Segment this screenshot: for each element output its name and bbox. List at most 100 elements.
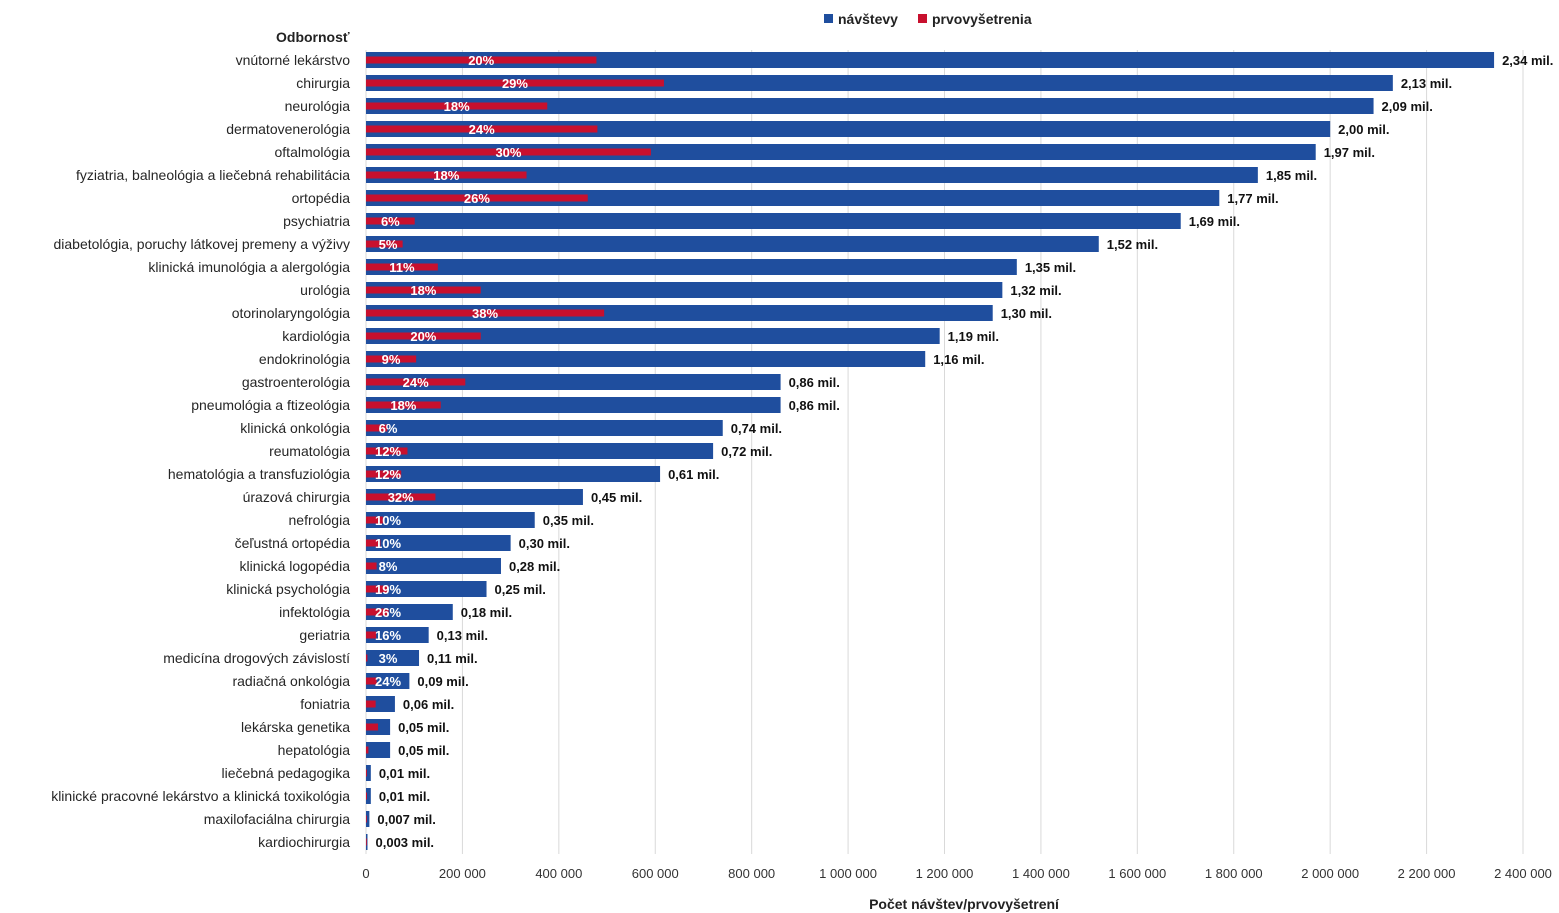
bar-prvovysetrenia-dermatovenerologia [366,125,598,133]
percent-label-reumatologia: 12% [375,444,401,459]
value-label-medicina-drogovych-zavislosti: 0,11 mil. [427,651,478,666]
value-label-klinicka-imunologia-a-alergologia: 1,35 mil. [1025,260,1076,275]
bar-navstevy-psychiatria [366,213,1181,229]
percent-label-otorinolaryngologia: 38% [472,306,498,321]
bar-prvovysetrenia-chirurgia [366,79,664,87]
category-label-diabetologia-poruchy-latkovej-premeny-a-vyzivy: diabetológia, poruchy látkovej premeny a… [54,236,351,252]
category-label-fyziatria-balneologia-a-liecebna-rehabilitacia: fyziatria, balneológia a liečebná rehabi… [76,167,350,183]
percent-label-nefrologia: 10% [375,513,401,528]
bar-navstevy-urazova-chirurgia [366,489,583,505]
category-label-celustna-ortopedia: čeľustná ortopédia [235,535,351,551]
x-tick-label: 2 400 000 [1494,866,1552,881]
value-label-otorinolaryngologia: 1,30 mil. [1001,306,1052,321]
category-label-pneumologia-a-ftizeologia: pneumológia a ftizeológia [191,397,350,413]
bar-navstevy-medicina-drogovych-zavislosti [366,650,420,666]
bar-prvovysetrenia-fyziatria-balneologia-a-liecebna-rehabilitacia [366,171,527,179]
bar-navstevy-infektologia [366,604,453,620]
category-label-hematologia-a-transfuziologia: hematológia a transfuziológia [168,466,350,482]
bar-prvovysetrenia-klinicka-onkologia [366,424,388,432]
bar-prvovysetrenia-klinicke-pracovne-lekarstvo-a-klinicka-toxikologia [366,792,367,800]
bar-prvovysetrenia-ortopedia [366,194,588,202]
x-axis-ticks: 0 200 000 400 000 600 000 800 000 1 000 000 1 … [362,866,1552,881]
percent-label-oftalmologia: 30% [495,145,521,160]
bar-navstevy-klinicka-onkologia [366,420,723,436]
category-label-klinicka-imunologia-a-alergologia: klinická imunológia a alergológia [148,259,350,275]
bar-prvovysetrenia-kardiologia [366,332,481,340]
category-label-psychiatria: psychiatria [283,213,350,229]
value-label-maxilofacialna-chirurgia: 0,007 mil. [377,812,436,827]
x-tick-label: 600 000 [632,866,679,881]
percent-label-gastroenterologia: 24% [403,375,429,390]
category-label-gastroenterologia: gastroenterológia [242,374,350,390]
value-labels: 2,34 mil. 2,13 mil. 2,09 mil. 2,00 mil. 1,97… [376,53,1554,850]
x-tick-label: 800 000 [728,866,775,881]
percent-label-infektologia: 26% [375,605,401,620]
bar-prvovysetrenia-neurologia [366,102,548,110]
category-label-ortopedia: ortopédia [292,190,351,206]
x-tick-label: 1 600 000 [1108,866,1166,881]
percent-label-chirurgia: 29% [502,76,528,91]
percent-label-geriatria: 16% [375,628,401,643]
percent-label-klinicka-logopedia: 8% [379,559,398,574]
first-exam-bars [366,56,664,846]
value-label-oftalmologia: 1,97 mil. [1324,145,1375,160]
x-tick-label: 400 000 [535,866,582,881]
bar-prvovysetrenia-pneumologia-a-ftizeologia [366,401,441,409]
value-label-vnutorne-lekarstvo: 2,34 mil. [1502,53,1553,68]
bar-navstevy-reumatologia [366,443,714,459]
category-label-radiacna-onkologia: radiačná onkológia [232,673,350,689]
bar-prvovysetrenia-medicina-drogovych-zavislosti [366,654,368,662]
percent-label-diabetologia-poruchy-latkovej-premeny-a-vyzivy: 5% [379,237,398,252]
value-label-psychiatria: 1,69 mil. [1189,214,1240,229]
x-axis-title: Počet návštev/prvovyšetrení [869,896,1060,912]
visit-bars [366,52,1495,850]
bar-navstevy-foniatria [366,696,395,712]
bar-navstevy-vnutorne-lekarstvo [366,52,1495,68]
category-label-endokrinologia: endokrinológia [259,351,350,367]
bar-prvovysetrenia-oftalmologia [366,148,651,156]
category-label-infektologia: infektológia [279,604,350,620]
value-label-dermatovenerologia: 2,00 mil. [1338,122,1389,137]
value-label-fyziatria-balneologia-a-liecebna-rehabilitacia: 1,85 mil. [1266,168,1317,183]
percent-label-urologia: 18% [410,283,436,298]
legend-label-navstevy: návštevy [838,11,898,27]
category-labels: vnútorné lekárstvo chirurgia neurológia der… [51,52,350,850]
percent-label-ortopedia: 26% [464,191,490,206]
value-label-foniatria: 0,06 mil. [403,697,454,712]
percent-label-dermatovenerologia: 24% [469,122,495,137]
bar-navstevy-klinicka-psychologia [366,581,487,597]
bar-prvovysetrenia-hematologia-a-transfuziologia [366,470,402,478]
category-label-oftalmologia: oftalmológia [275,144,351,160]
value-label-radiacna-onkologia: 0,09 mil. [417,674,468,689]
bar-prvovysetrenia-foniatria [366,700,376,708]
bar-prvovysetrenia-hepatologia [366,746,369,754]
bar-navstevy-celustna-ortopedia [366,535,511,551]
bar-navstevy-oftalmologia [366,144,1316,160]
value-label-kardiochirurgia: 0,003 mil. [376,835,435,850]
value-label-klinicka-psychologia: 0,25 mil. [495,582,546,597]
bar-prvovysetrenia-psychiatria [366,217,415,225]
category-label-urologia: urológia [300,282,350,298]
value-label-gastroenterologia: 0,86 mil. [789,375,840,390]
percent-label-celustna-ortopedia: 10% [375,536,401,551]
bar-prvovysetrenia-celustna-ortopedia [366,539,381,547]
bar-prvovysetrenia-otorinolaryngologia [366,309,605,317]
bar-navstevy-geriatria [366,627,429,643]
bar-navstevy-radiacna-onkologia [366,673,410,689]
category-label-klinicka-onkologia: klinická onkológia [240,420,350,436]
category-label-kardiologia: kardiológia [282,328,350,344]
category-label-vnutorne-lekarstvo: vnútorné lekárstvo [236,52,351,68]
percent-label-endokrinologia: 9% [382,352,401,367]
percent-label-hematologia-a-transfuziologia: 12% [375,467,401,482]
value-label-kardiologia: 1,19 mil. [948,329,999,344]
legend-swatch-navstevy [824,14,833,23]
category-label-maxilofacialna-chirurgia: maxilofaciálna chirurgia [204,811,351,827]
percent-label-pneumologia-a-ftizeologia: 18% [390,398,416,413]
bar-prvovysetrenia-klinicka-psychologia [366,585,389,593]
percent-label-vnutorne-lekarstvo: 20% [468,53,494,68]
value-label-infektologia: 0,18 mil. [461,605,512,620]
percent-label-klinicka-onkologia: 6% [379,421,398,436]
bar-prvovysetrenia-geriatria [366,631,377,639]
value-label-klinicka-onkologia: 0,74 mil. [731,421,782,436]
